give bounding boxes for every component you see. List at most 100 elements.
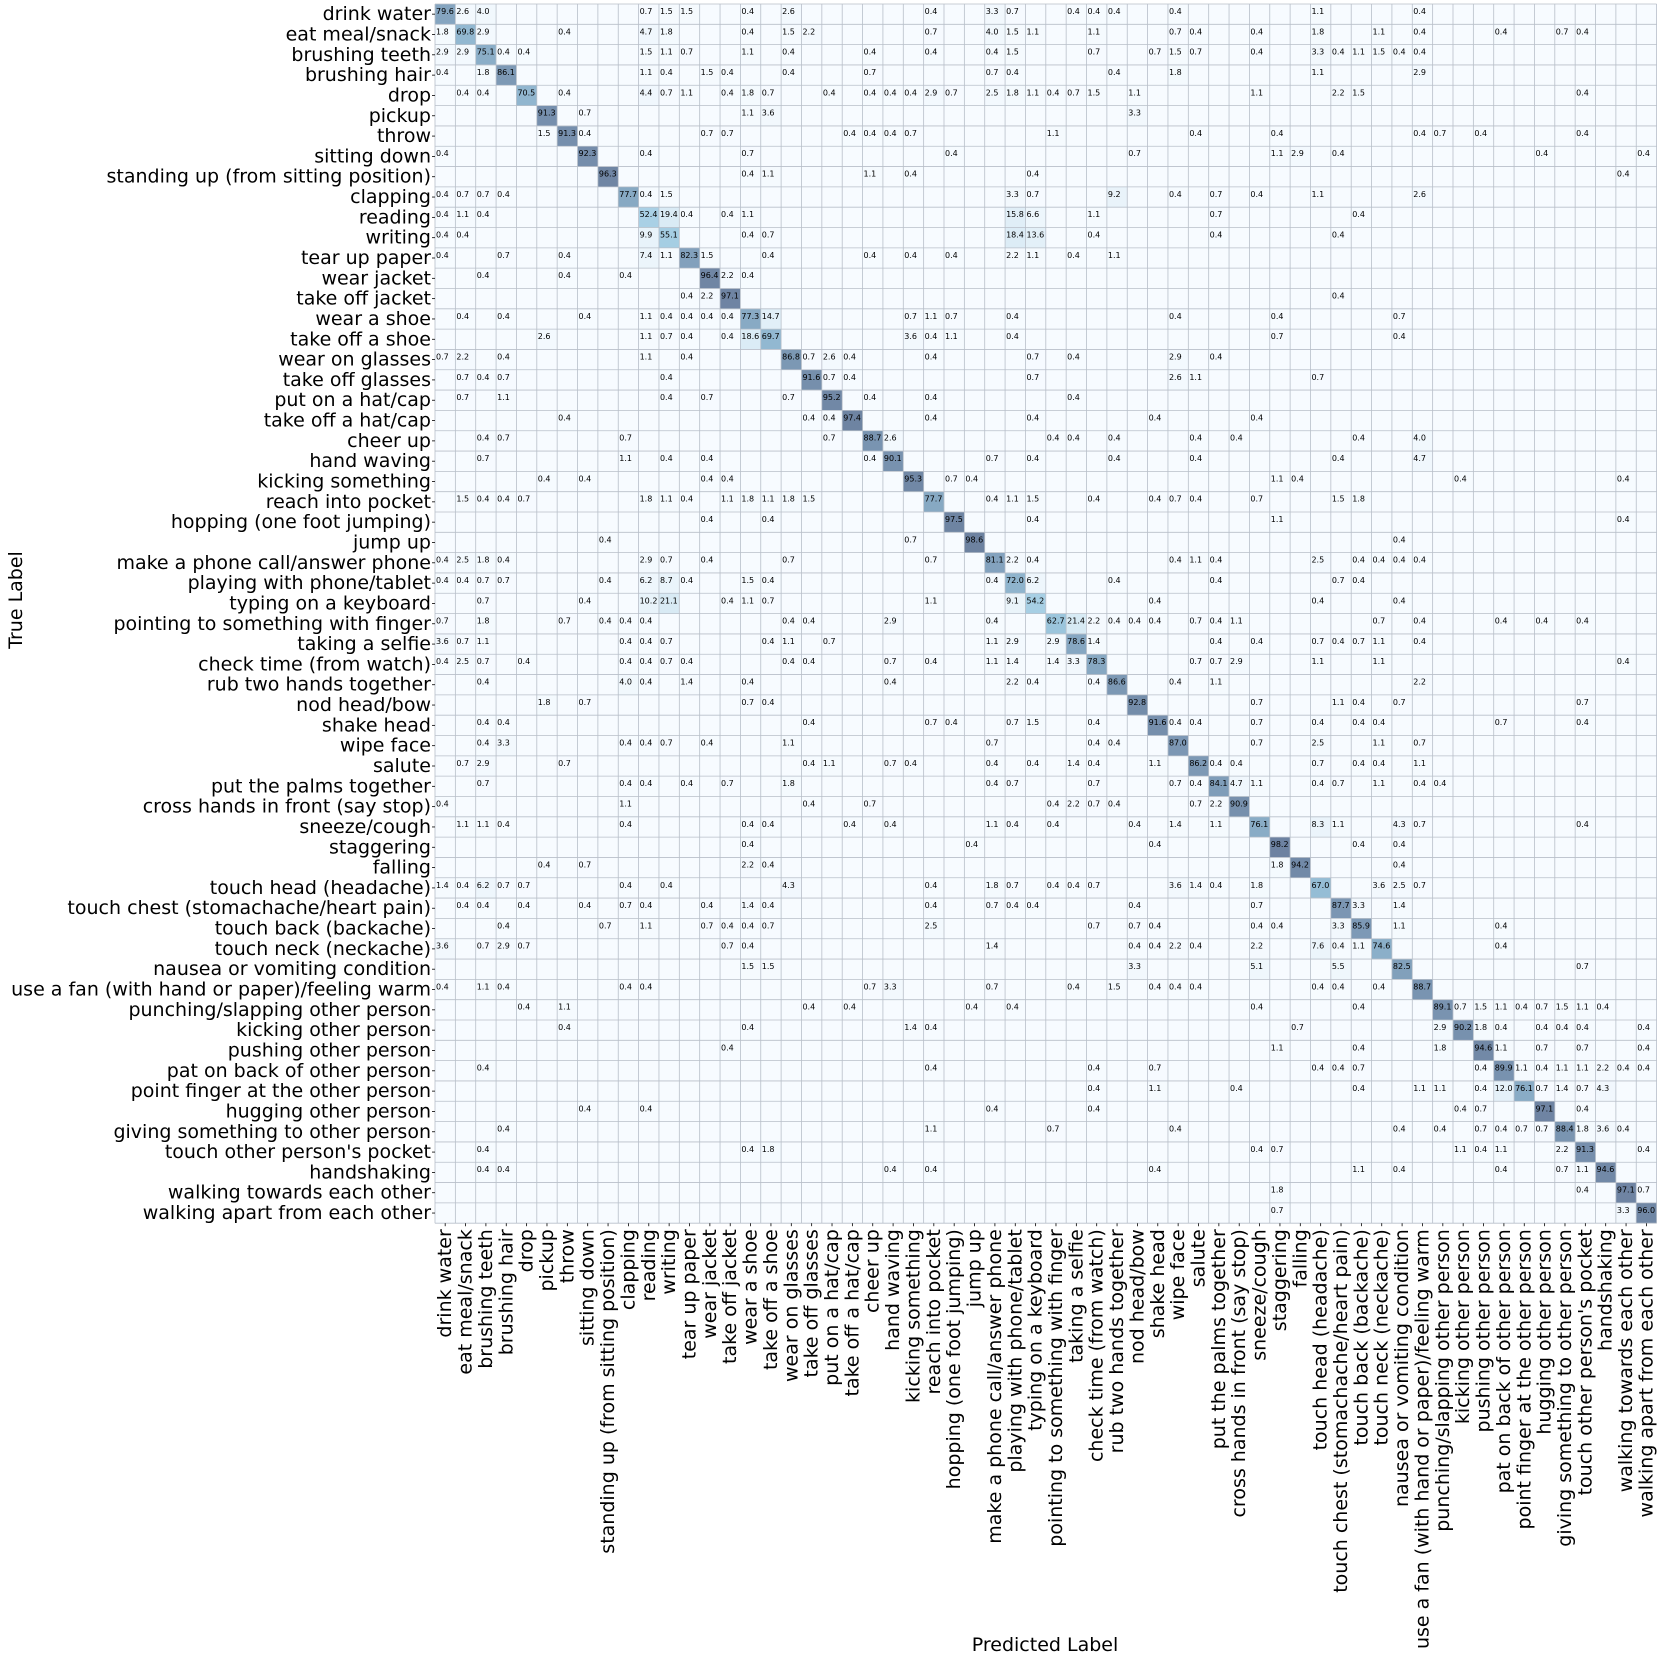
cell-value-label: 0.7 [1413,881,1426,890]
cell-value-label: 0.7 [456,373,469,382]
heatmap-cell [1127,816,1148,838]
cell-value-label: 91.3 [558,129,576,138]
cell-value-label: 0.4 [599,535,612,544]
cell-value-label: 92.8 [1128,698,1146,707]
x-tick-label: staggering [1269,1229,1291,1331]
heatmap-cell [1412,877,1433,899]
cell-value-label: 3.6 [1373,881,1386,890]
heatmap-cell [1269,1182,1291,1203]
cell-value-label: 1.5 [1026,495,1039,504]
x-tick-label: sitting down [577,1229,599,1346]
y-tick-label: walking towards each other [168,1182,431,1204]
heatmap-cell [1086,796,1107,817]
cell-value-label: 0.4 [762,820,775,829]
heatmap-cell [475,85,497,106]
heatmap-cell [1554,1121,1576,1142]
heatmap-cell [984,64,1006,86]
cell-value-label: 1.5 [456,495,469,504]
cell-value-label: 0.4 [1189,454,1202,463]
heatmap-cell [842,410,863,431]
cell-value-label: 1.1 [1189,556,1202,565]
heatmap-cell [1208,816,1230,838]
heatmap-cell [658,491,680,512]
cell-value-label: 0.4 [660,454,673,463]
heatmap-cell [1371,979,1392,1000]
heatmap-cell [720,471,741,492]
heatmap-cell [658,4,680,25]
heatmap-cell [720,776,741,797]
heatmap-cell [618,186,639,208]
heatmap-cell [1575,1040,1596,1061]
cell-value-label: 0.4 [456,88,469,97]
heatmap-cell [1167,715,1189,736]
x-tick-label: salute [1188,1229,1210,1287]
heatmap-cell [720,308,741,330]
cell-value-label: 2.2 [1088,617,1101,626]
y-tick-label: take off a shoe [290,328,431,350]
heatmap-cell [862,64,883,86]
x-tick-label: make a phone call/answer phone [984,1229,1006,1544]
cell-value-label: 0.4 [1332,1064,1345,1073]
heatmap-cell [1025,24,1046,45]
heatmap-cell [1167,816,1189,838]
heatmap-cell [1391,593,1413,614]
heatmap-cell [862,451,883,472]
y-tick-label: kicking something [257,471,431,493]
cell-value-label: 0.4 [1393,596,1406,605]
heatmap-cell [1167,735,1189,756]
heatmap-cell [1330,44,1352,65]
cell-value-label: 87.7 [1332,901,1350,910]
heatmap-cell [1269,471,1291,492]
heatmap-cell [1351,694,1372,716]
heatmap-cell [496,552,517,573]
heatmap-cell [1453,999,1474,1020]
cell-value-label: 0.4 [640,190,653,199]
heatmap-cell [455,755,476,777]
heatmap-cell [923,24,944,45]
cell-value-label: 0.7 [436,617,449,626]
heatmap-cell [638,308,659,330]
cell-value-label: 1.8 [986,881,999,890]
cell-value-label: 1.1 [986,637,999,646]
cell-value-label: 0.4 [925,48,938,57]
heatmap-cell [658,24,680,45]
cell-value-label: 1.1 [1495,1043,1508,1052]
heatmap-cell [1086,715,1107,736]
heatmap-cell [618,633,639,655]
cell-value-label: 0.4 [1149,617,1162,626]
cell-value-label: 0.4 [986,779,999,788]
cell-value-label: 0.7 [477,190,490,199]
cell-value-label: 0.4 [1210,759,1223,768]
heatmap-cell [1229,755,1250,777]
heatmap-cell [1534,146,1555,167]
cell-value-label: 2.9 [1047,637,1060,646]
cell-value-label: 1.1 [1271,1043,1284,1052]
cell-value-label: 4.3 [782,881,795,890]
cell-value-label: 1.1 [762,495,775,504]
heatmap-cell [1534,1060,1555,1081]
cell-value-label: 1.1 [1515,1064,1528,1073]
cell-value-label: 0.4 [782,657,795,666]
cell-value-label: 0.4 [1311,718,1324,727]
y-tick-label: hugging other person [226,1100,431,1122]
cell-value-label: 0.4 [1311,596,1324,605]
cell-value-label: 0.4 [884,1165,897,1174]
heatmap-cell [1412,552,1433,573]
cell-value-label: 1.1 [660,251,673,260]
cell-value-label: 1.1 [925,312,938,321]
heatmap-cell [1310,654,1331,675]
cell-value-label: 0.4 [1535,149,1548,158]
heatmap-cell [455,552,476,573]
cell-value-label: 1.8 [1474,1023,1487,1032]
heatmap-cell [1310,64,1331,86]
heatmap-cell [1351,207,1372,228]
heatmap-cell [1595,1162,1616,1183]
cell-value-label: 1.8 [741,495,754,504]
heatmap-cell [638,24,659,45]
cell-value-label: 0.4 [680,576,693,585]
cell-value-label: 0.4 [1006,312,1019,321]
cell-value-label: 0.4 [1047,881,1060,890]
cell-value-label: 0.7 [1210,210,1223,219]
heatmap-cell [984,451,1006,472]
cell-value-label: 0.4 [619,982,632,991]
